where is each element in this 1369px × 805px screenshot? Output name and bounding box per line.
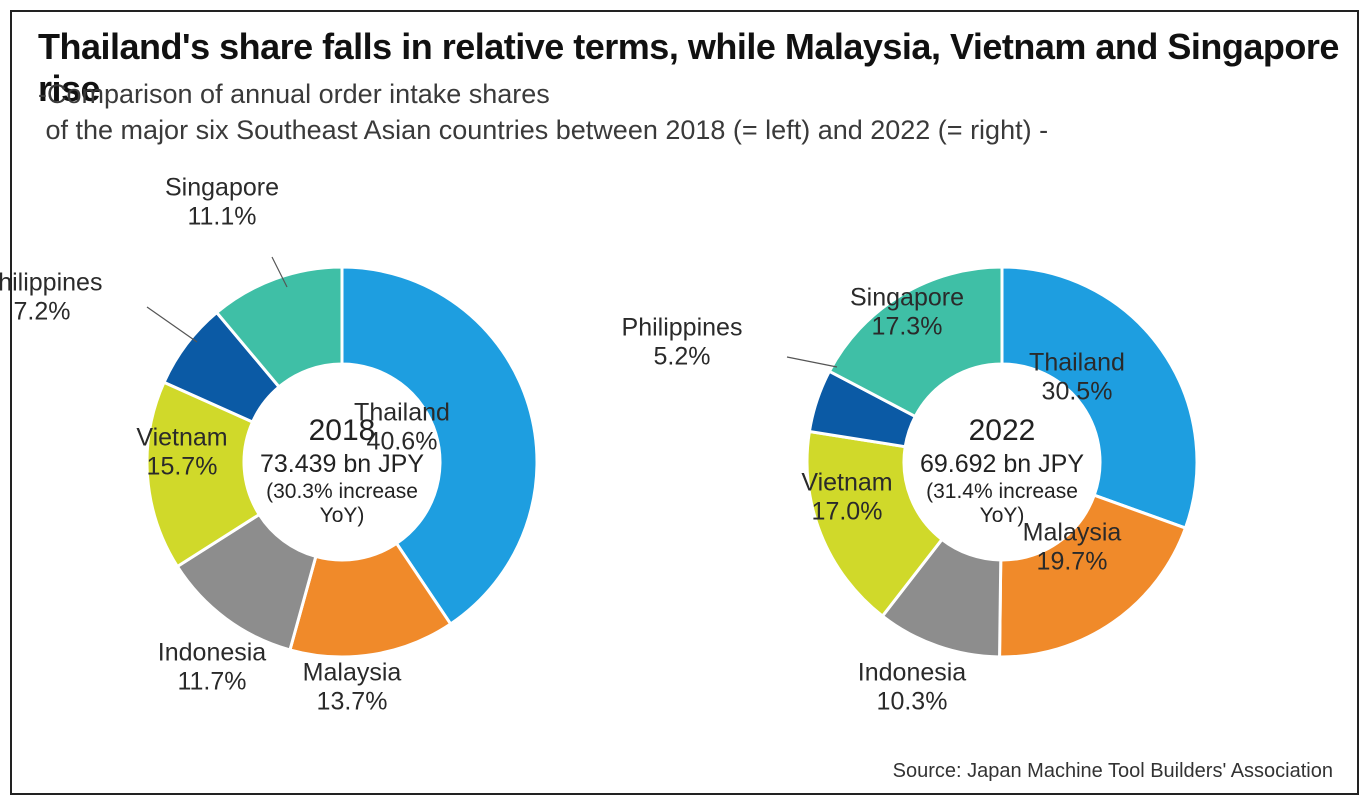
label-thailand: Thailand 40.6% bbox=[354, 398, 450, 456]
donut-2022: 202269.692 bn JPY(31.4% increase YoY) Tha… bbox=[662, 162, 1342, 762]
donut-2018: 201873.439 bn JPY(30.3% increase YoY)Tha… bbox=[2, 162, 682, 762]
source-text: Source: Japan Machine Tool Builders' Ass… bbox=[893, 760, 1333, 783]
center-year: 2022 bbox=[902, 414, 1102, 448]
label-malaysia: Malaysia 13.7% bbox=[303, 658, 402, 716]
chart-frame: Thailand's share falls in relative terms… bbox=[10, 10, 1359, 795]
label-vietnam: Vietnam 17.0% bbox=[801, 468, 892, 526]
label-vietnam: Vietnam 15.7% bbox=[136, 423, 227, 481]
leader-line bbox=[147, 307, 197, 342]
label-malaysia: Malaysia 19.7% bbox=[1023, 518, 1122, 576]
center-yoy: (30.3% increase YoY) bbox=[242, 480, 442, 528]
leader-line bbox=[787, 357, 837, 367]
center-total: 69.692 bn JPY bbox=[902, 450, 1102, 479]
charts-area: 201873.439 bn JPY(30.3% increase YoY)Tha… bbox=[12, 162, 1357, 762]
chart-subtitle: -Comparison of annual order intake share… bbox=[38, 76, 1048, 149]
label-indonesia: Indonesia 10.3% bbox=[858, 658, 966, 716]
label-philippines: Philippines 5.2% bbox=[622, 313, 743, 371]
label-indonesia: Indonesia 11.7% bbox=[158, 638, 266, 696]
label-thailand: Thailand 30.5% bbox=[1029, 348, 1125, 406]
label-philippines: Philippines 7.2% bbox=[0, 268, 102, 326]
donut-center: 202269.692 bn JPY(31.4% increase YoY) bbox=[902, 414, 1102, 528]
label-singapore: Singapore 11.1% bbox=[165, 173, 279, 231]
label-singapore: Singapore 17.3% bbox=[850, 283, 964, 341]
